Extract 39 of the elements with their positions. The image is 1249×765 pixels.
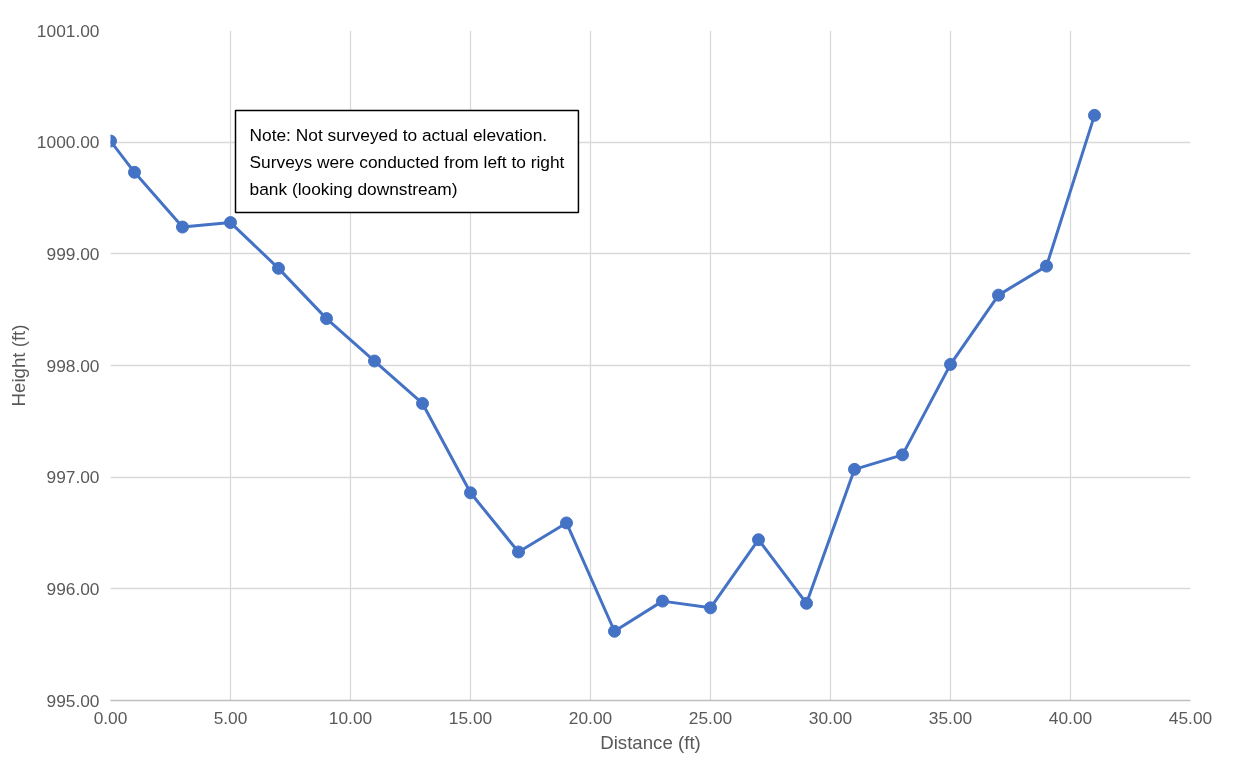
point xyxy=(944,357,957,371)
y-tick-label: 996.00 xyxy=(46,578,100,599)
point xyxy=(464,486,477,500)
point xyxy=(800,596,813,610)
point xyxy=(416,396,429,410)
point xyxy=(224,216,237,230)
point xyxy=(608,624,621,638)
y-axis-title: Height (ft) xyxy=(7,324,29,407)
x-tick-label: 40.00 xyxy=(1048,707,1093,728)
point xyxy=(752,533,765,547)
point xyxy=(272,261,285,275)
point xyxy=(848,462,861,476)
point xyxy=(176,220,189,234)
point xyxy=(992,288,1005,302)
y-tick-label: 998.00 xyxy=(46,355,100,376)
x-tick-label: 35.00 xyxy=(928,707,973,728)
point xyxy=(1088,108,1101,122)
point xyxy=(128,165,141,179)
annotation: Note: Not surveyed to actual elevation. Surveys were conducted from left to right bank (looking downstream) xyxy=(249,124,565,199)
point xyxy=(512,545,525,559)
x-tick-label: 10.00 xyxy=(328,707,373,728)
point xyxy=(1040,259,1053,273)
x-tick-label: 20.00 xyxy=(568,707,613,728)
point xyxy=(368,354,381,368)
x-tick-label: 5.00 xyxy=(213,707,248,728)
point xyxy=(896,448,909,462)
x-tick-label: 25.00 xyxy=(688,707,733,728)
x-axis-title: Distance (ft) xyxy=(600,731,701,753)
y-tick-label: 1000.00 xyxy=(36,132,100,153)
x-tick-label: 30.00 xyxy=(808,707,853,728)
point xyxy=(560,516,573,530)
point xyxy=(320,312,333,326)
y-tick-label: 999.00 xyxy=(46,243,100,264)
point xyxy=(656,594,669,608)
y-tick-label: 1001.00 xyxy=(36,20,100,41)
point xyxy=(704,601,717,615)
x-tick-label: 45.00 xyxy=(1168,707,1213,728)
x-tick-label: 15.00 xyxy=(448,707,493,728)
y-tick-label: 997.00 xyxy=(46,467,100,488)
